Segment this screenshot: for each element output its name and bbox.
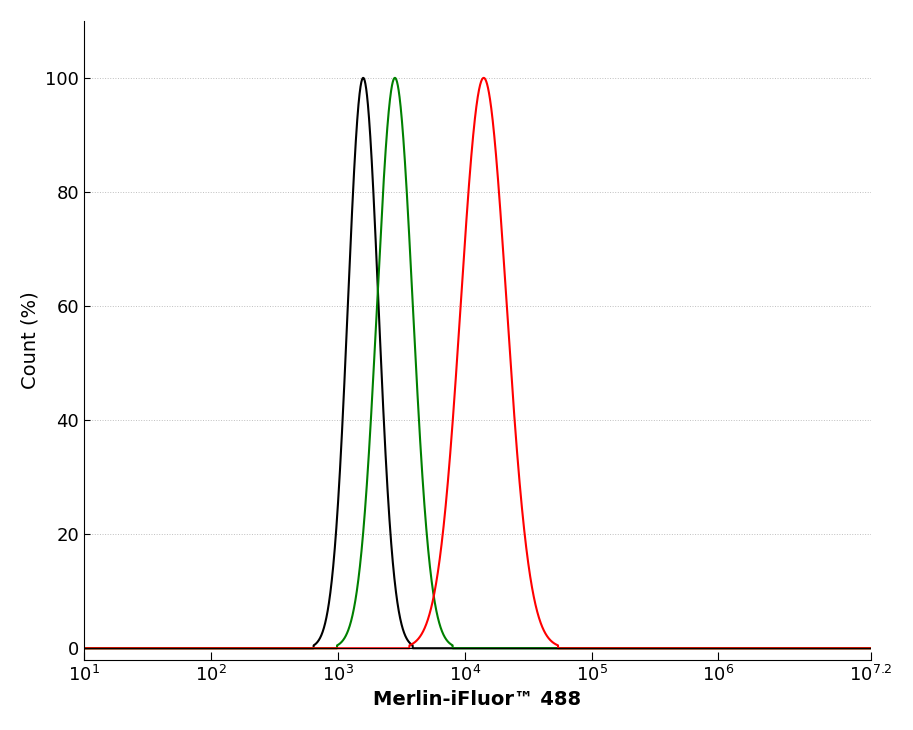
X-axis label: Merlin-iFluor™ 488: Merlin-iFluor™ 488: [373, 690, 582, 709]
Y-axis label: Count (%): Count (%): [21, 291, 40, 389]
